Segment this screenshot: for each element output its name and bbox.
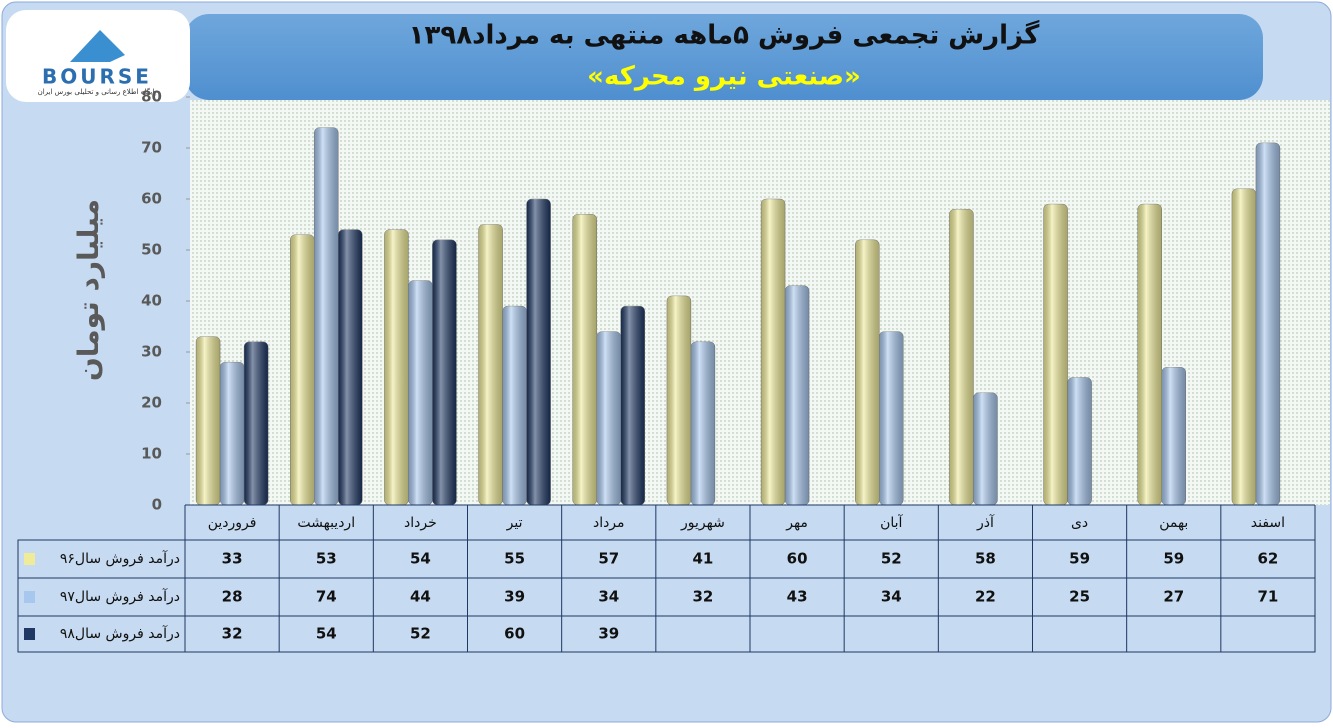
bar-shine (1231, 188, 1256, 506)
table-value: 60 (787, 550, 808, 568)
x-tick-label: شهریور (680, 515, 725, 531)
table-value: 43 (787, 588, 808, 606)
bar-shine (1067, 377, 1092, 505)
bar-shine (572, 214, 597, 506)
x-tick-label: آبان (880, 514, 903, 531)
bar-shine (1255, 142, 1280, 505)
bar-shine (338, 229, 363, 505)
legend-label: درآمد فروش سال۹۸ (60, 625, 180, 642)
table-bg (17, 539, 1316, 653)
logo-icon (70, 30, 125, 62)
table-value: 55 (504, 550, 525, 568)
legend-label: درآمد فروش سال۹۷ (60, 588, 180, 605)
bar-shine (290, 234, 315, 505)
y-tick-label: 80 (141, 88, 162, 106)
bar-shine (408, 280, 433, 505)
table-value: 53 (316, 550, 337, 568)
x-tick-label: آذر (976, 514, 995, 531)
y-tick-label: 10 (141, 445, 162, 463)
y-axis-label: میلیارد تومان (72, 199, 105, 381)
bar-shine (314, 127, 339, 505)
table-value: 74 (316, 588, 337, 606)
bar-shine (1161, 367, 1186, 505)
table-value: 25 (1069, 588, 1090, 606)
logo-name: BOURSE (42, 65, 152, 89)
bar-shine (526, 199, 551, 505)
table-value: 33 (222, 550, 243, 568)
table-value: 54 (410, 550, 431, 568)
bar-shine (478, 224, 503, 505)
bar-shine (620, 306, 645, 505)
bar-shine (244, 341, 269, 505)
legend-swatch (24, 628, 35, 640)
bar-shine (666, 295, 691, 505)
table-value: 62 (1257, 550, 1278, 568)
table-value: 59 (1069, 550, 1090, 568)
x-tick-label: اسفند (1251, 515, 1285, 531)
bar-shine (384, 229, 409, 505)
table-value: 57 (598, 550, 619, 568)
chart-subtitle: «صنعتی نیرو محرکه» (587, 62, 861, 92)
x-tick-label: بهمن (1159, 515, 1188, 531)
bar-shine (855, 239, 880, 506)
chart-title: گزارش تجمعی فروش ۵ماهه منتهی به مرداد۱۳۹… (409, 20, 1041, 51)
bar-shine (596, 331, 621, 505)
x-tick-label: اردیبهشت (297, 515, 355, 531)
table-value: 32 (692, 588, 713, 606)
y-tick-label: 20 (141, 394, 162, 412)
x-tick-label: تیر (506, 515, 523, 531)
x-tick-label: خرداد (404, 515, 437, 531)
table-value: 54 (316, 625, 337, 643)
bar-shine (973, 392, 998, 505)
bar-shine (690, 341, 715, 505)
table-value: 27 (1163, 588, 1184, 606)
logo-tagline: پایگاه اطلاع رسانی و تحلیلی بورس ایران (38, 87, 157, 96)
table-value: 39 (504, 588, 525, 606)
table-value: 58 (975, 550, 996, 568)
bar-shine (432, 239, 457, 506)
bar-shine (949, 209, 974, 505)
y-tick-label: 0 (152, 496, 162, 514)
bar-shine (785, 285, 810, 505)
bar-shine (1043, 204, 1068, 505)
x-tick-label: مرداد (593, 515, 625, 531)
table-value: 39 (598, 625, 619, 643)
table-value: 22 (975, 588, 996, 606)
table-value: 71 (1257, 588, 1278, 606)
x-tick-label: مهر (785, 515, 808, 531)
y-tick-label: 70 (141, 139, 162, 157)
table-value: 34 (598, 588, 619, 606)
table-value: 60 (504, 625, 525, 643)
bar-shine (220, 362, 245, 505)
title-banner (185, 14, 1263, 100)
table-value: 28 (222, 588, 243, 606)
bar-shine (502, 306, 527, 505)
table-value: 59 (1163, 550, 1184, 568)
legend-swatch (24, 553, 35, 565)
y-tick-label: 60 (141, 190, 162, 208)
bar-shine (1137, 204, 1162, 505)
table-value: 32 (222, 625, 243, 643)
y-tick-label: 50 (141, 241, 162, 259)
y-tick-label: 40 (141, 292, 162, 310)
y-tick-label: 30 (141, 343, 162, 361)
bar-shine (761, 199, 786, 505)
table-value: 41 (692, 550, 713, 568)
table-value: 34 (881, 588, 902, 606)
bar-shine (879, 331, 904, 505)
x-tick-label: دی (1071, 515, 1088, 531)
x-tick-label: فروردین (208, 515, 257, 531)
table-value: 52 (410, 625, 431, 643)
legend-label: درآمد فروش سال۹۶ (60, 550, 180, 567)
table-value: 52 (881, 550, 902, 568)
bar-shine (196, 336, 221, 505)
table-value: 44 (410, 588, 431, 606)
legend-swatch (24, 591, 35, 603)
